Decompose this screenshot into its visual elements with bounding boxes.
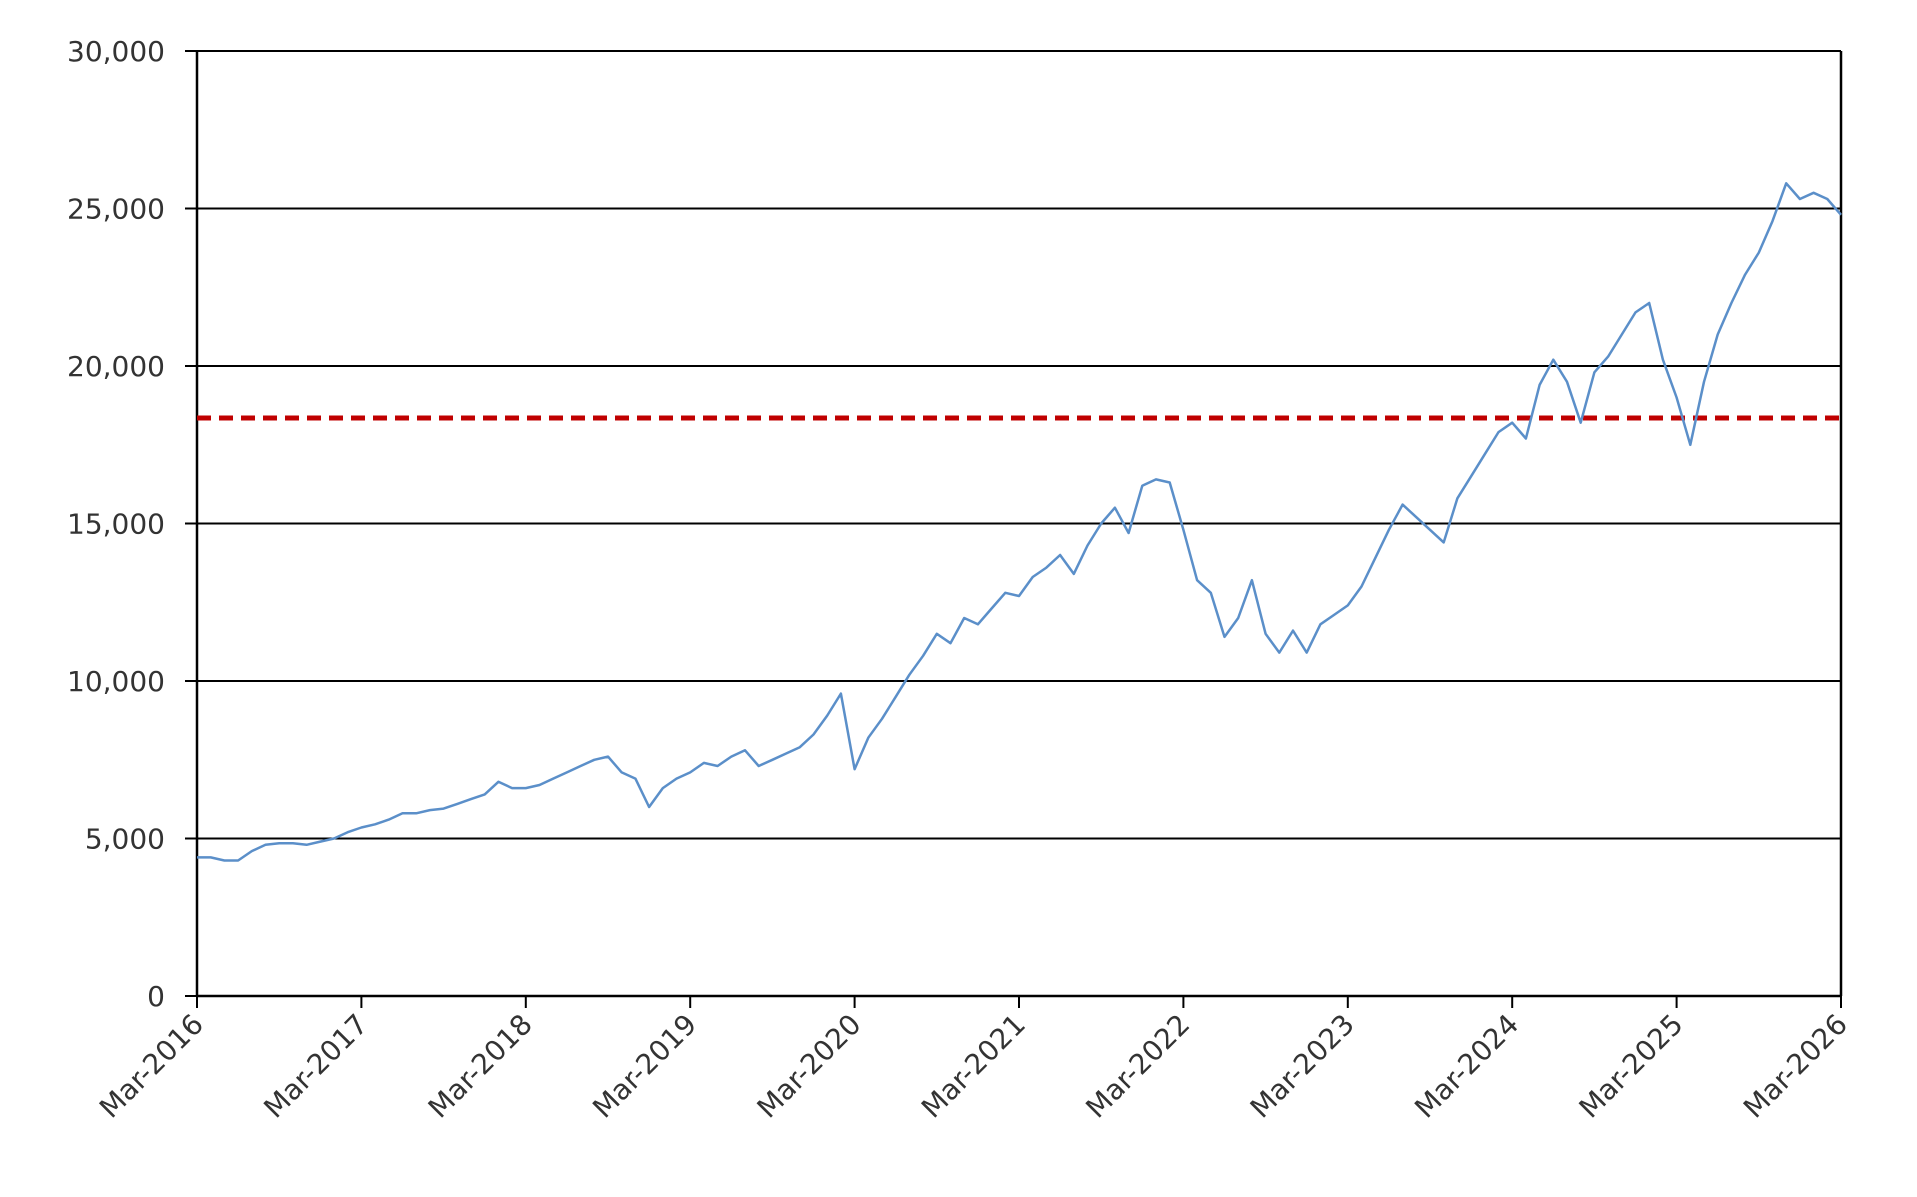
x-tick-label: Mar-2023: [1244, 1008, 1361, 1125]
x-tick-label: Mar-2022: [1079, 1008, 1196, 1125]
x-tick-label: Mar-2016: [93, 1008, 210, 1125]
x-tick-label: Mar-2024: [1408, 1008, 1525, 1125]
x-tick-label: Mar-2026: [1737, 1008, 1854, 1125]
y-tick-label: 15,000: [67, 508, 165, 541]
y-tick-label: 0: [147, 980, 165, 1013]
x-tick-label: Mar-2017: [257, 1008, 374, 1125]
x-tick-label: Mar-2020: [751, 1008, 868, 1125]
data-line: [197, 182, 1842, 862]
y-tick-label: 30,000: [67, 35, 165, 68]
x-tick-label: Mar-2018: [422, 1008, 539, 1125]
x-tick-label: Mar-2019: [586, 1008, 703, 1125]
y-tick-label: 25,000: [67, 193, 165, 226]
y-tick-label: 5,000: [85, 823, 165, 856]
y-tick-label: 20,000: [67, 350, 165, 383]
x-tick-label: Mar-2025: [1573, 1008, 1690, 1125]
x-tick-label: Mar-2021: [915, 1008, 1032, 1125]
y-tick-label: 10,000: [67, 665, 165, 698]
